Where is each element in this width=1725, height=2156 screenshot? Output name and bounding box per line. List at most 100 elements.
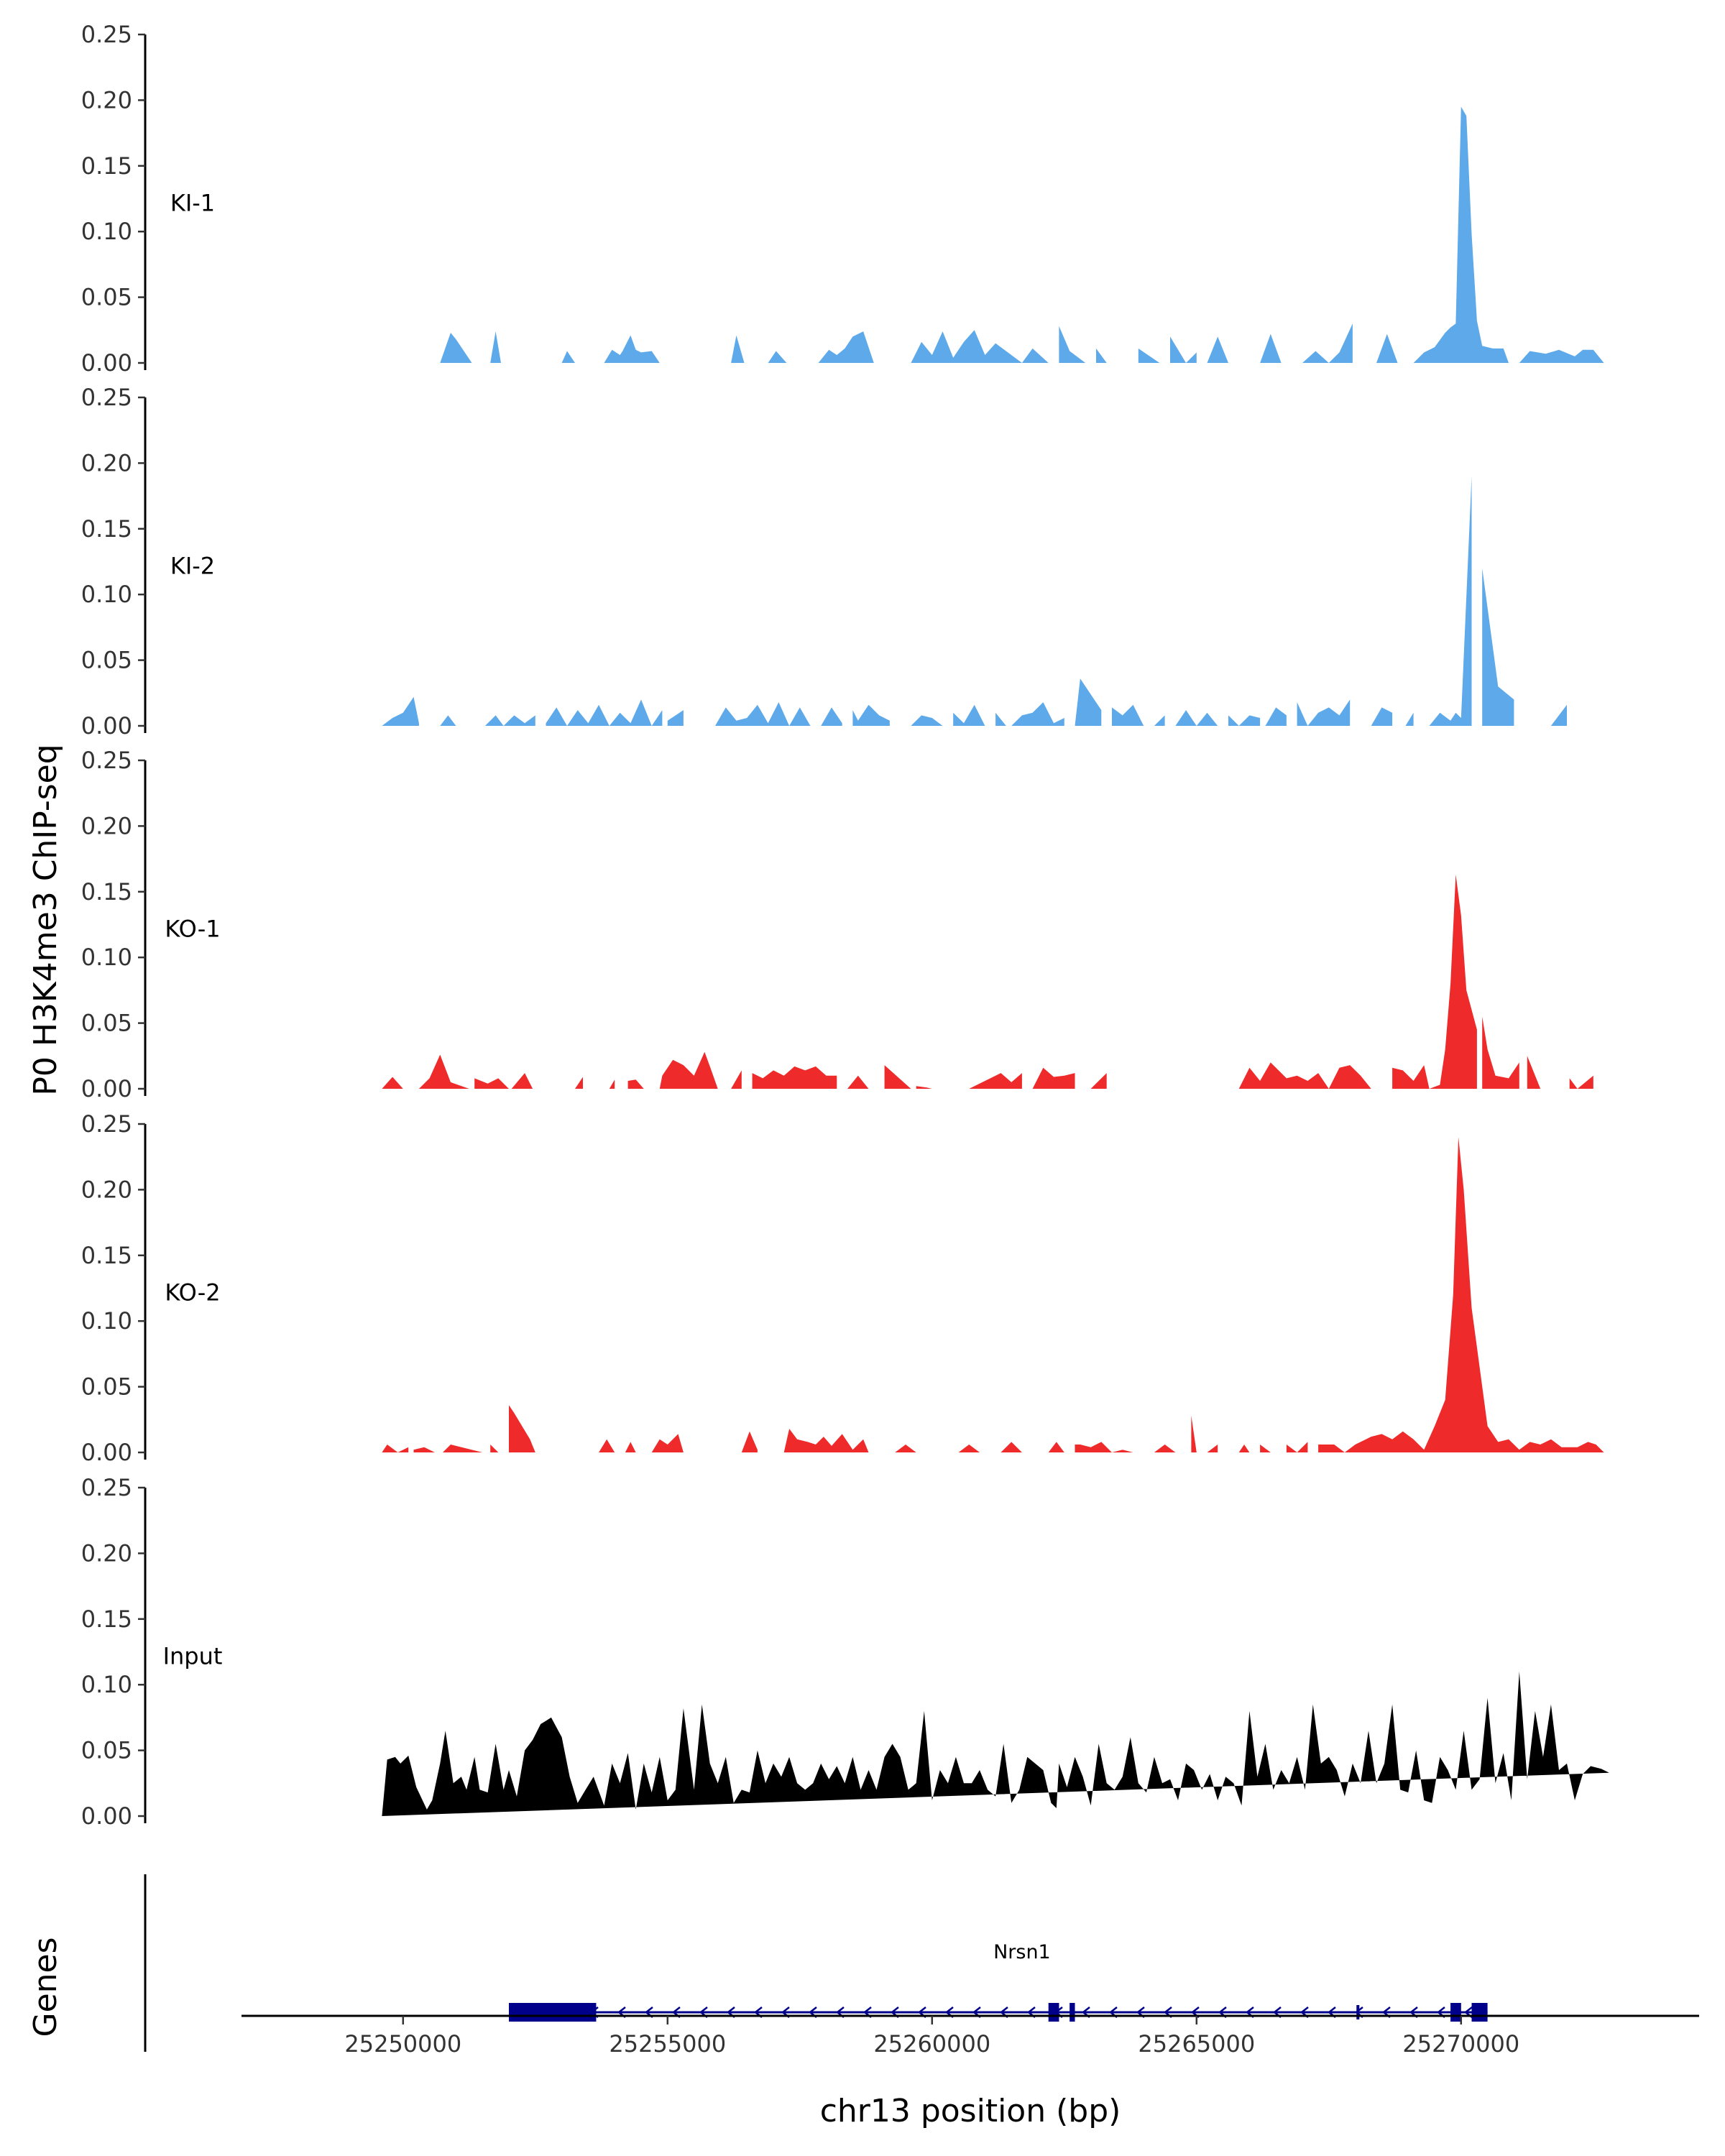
coverage-area [1000,1442,1022,1452]
coverage-area [1238,1062,1382,1089]
coverage-area [1170,336,1197,363]
gene-exon [1356,2005,1360,2019]
coverage-area [490,1445,499,1452]
coverage-area [540,1077,583,1089]
gene-exon [1450,2003,1461,2022]
coverage-area [768,351,787,363]
coverage-area [1286,1442,1308,1452]
y-tick-label: 0.15 [81,878,132,906]
gene-exon [1070,2003,1075,2022]
coverage-area [1413,106,1604,363]
coverage-area [440,715,456,726]
y-tick-label: 0.20 [81,449,132,476]
y-tick-label: 0.10 [81,1671,132,1698]
coverage-area [490,331,501,363]
track-label: KO-1 [165,916,220,943]
y-tick-label: 0.20 [81,812,132,839]
y-tick-label: 0.10 [81,944,132,971]
coverage-area [731,335,745,363]
y-tick-label: 0.10 [81,218,132,245]
coverage-area [1175,710,1218,726]
gene-exon [1471,2003,1488,2022]
x-tick-label: 25270000 [1402,2030,1519,2058]
coverage-area [741,1431,758,1452]
coverage-tracks: 0.00 0.05 0.10 0.15 0.20 0.25 KI-1 0.00 0.05 0.10… [81,21,1609,1830]
coverage-area [1482,1016,1519,1089]
coverage-area [440,333,472,363]
y-tick-label: 0.10 [81,581,132,608]
track-ki-2: 0.00 0.05 0.10 0.15 0.20 0.25 KI-2 [81,384,1567,740]
y-tick-label: 0.10 [81,1307,132,1335]
track-input: 0.00 0.05 0.10 0.15 0.20 0.25 Input [81,1474,1609,1830]
coverage-area [1154,1445,1176,1452]
x-axis: 25250000 25255000 25260000 25265000 25270000 [242,2014,1699,2058]
coverage-area [958,1445,980,1452]
y-tick-label: 0.15 [81,1242,132,1269]
coverage-area [1302,323,1353,363]
coverage-area [484,715,535,726]
track-ko-1: 0.00 0.05 0.10 0.15 0.20 0.25 KO-1 [81,747,1593,1102]
coverage-area [599,1439,615,1452]
coverage-area [818,331,874,363]
coverage-area [382,1445,409,1452]
coverage-area [443,1445,483,1452]
track-label: KO-2 [165,1279,220,1307]
y-tick-label: 0.00 [81,712,132,740]
coverage-area [667,710,684,726]
coverage-area [1569,1075,1593,1089]
coverage-area [995,702,1064,726]
coverage-area [1297,699,1351,726]
coverage-area [627,1051,742,1089]
x-tick-label: 25255000 [609,2030,726,2058]
coverage-area [1112,704,1165,726]
track-ki-1: 0.00 0.05 0.10 0.15 0.20 0.25 KI-1 [81,21,1604,377]
coverage-area [911,330,1049,363]
y-tick-label: 0.25 [81,21,132,48]
y-tick-label: 0.25 [81,747,132,774]
coverage-area [953,704,985,726]
coverage-area [1228,715,1261,726]
coverage-area [1075,1442,1133,1452]
coverage-area [900,715,943,726]
y-tick-label: 0.05 [81,1010,132,1037]
coverage-area [651,1434,684,1452]
y-tick-label: 0.05 [81,647,132,674]
coverage-area [704,702,842,726]
coverage-area [1138,348,1160,363]
gene-exon [509,2003,597,2022]
coverage-area [561,351,575,363]
coverage-area [1096,348,1128,363]
coverage-area [1059,326,1086,363]
coverage-area [1207,336,1228,363]
coverage-area [1527,1056,1562,1089]
coverage-area [1540,704,1567,726]
y-tick-label: 0.05 [81,1737,132,1764]
coverage-area [884,1065,911,1089]
y-tick-label: 0.15 [81,1606,132,1633]
coverage-area [1424,476,1472,726]
coverage-area [604,335,660,363]
coverage-area [1397,712,1414,726]
y-tick-label: 0.15 [81,515,132,543]
y-tick-label: 0.15 [81,152,132,180]
coverage-area [1371,707,1393,726]
y-tick-label: 0.25 [81,1474,132,1501]
coverage-area [1048,1442,1064,1452]
coverage-area [511,1073,533,1089]
genes-track-title: Genes [27,1937,64,2037]
coverage-area [752,1066,837,1089]
coverage-area [1376,333,1398,363]
y-tick-label: 0.25 [81,384,132,411]
coverage-area [1392,875,1477,1089]
y-tick-label: 0.00 [81,1439,132,1466]
coverage-area [852,704,890,726]
coverage-area [591,1079,615,1089]
y-tick-label: 0.00 [81,1802,132,1830]
y-tick-label: 0.20 [81,1539,132,1567]
y-tick-label: 0.05 [81,1373,132,1401]
coverage-area [546,699,663,726]
coverage-area [1482,568,1514,726]
y-tick-label: 0.20 [81,1176,132,1203]
coverage-area [1085,1073,1107,1089]
